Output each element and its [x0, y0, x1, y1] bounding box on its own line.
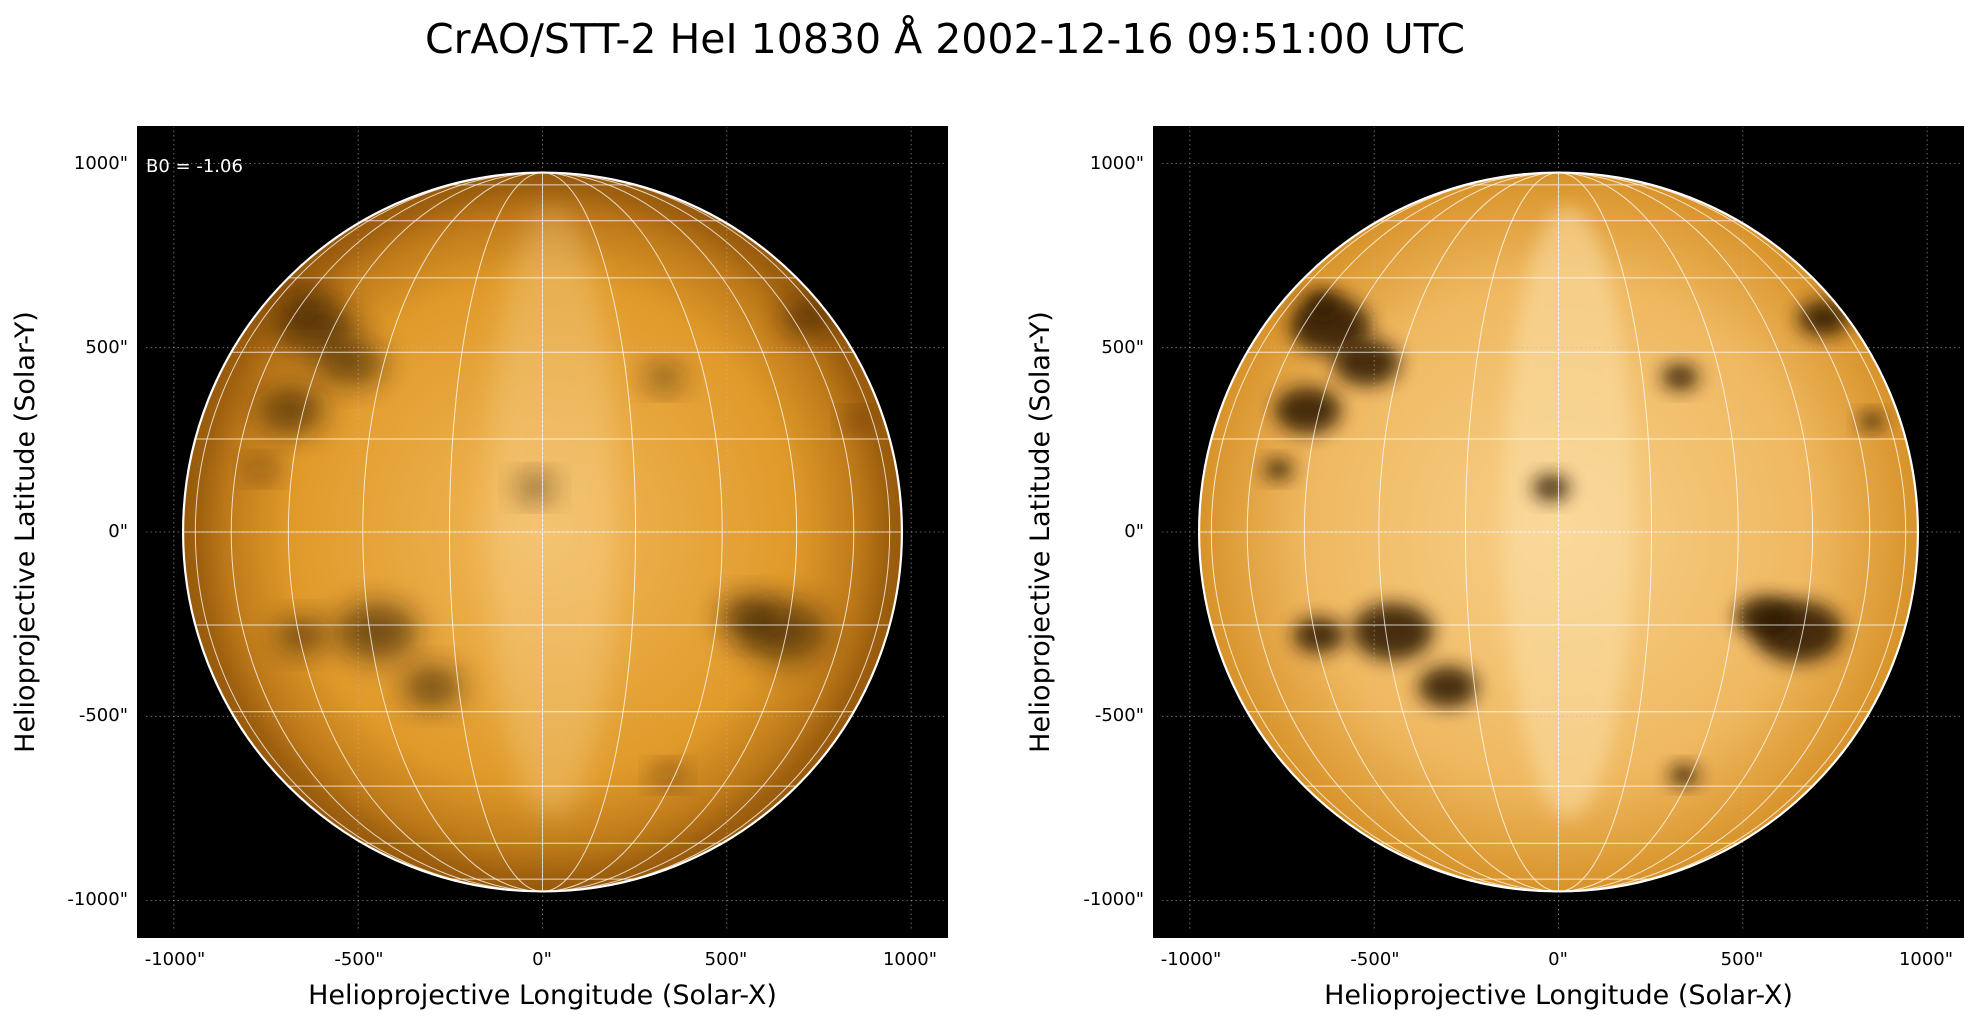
left-ytick: 500" [85, 337, 128, 358]
axes-frame [1153, 126, 1964, 938]
longitude-line [230, 172, 543, 892]
right-solar-svg [1153, 126, 1964, 938]
left-xtick: 0" [532, 949, 552, 970]
dark-filament [516, 474, 554, 501]
dark-filament [1352, 603, 1434, 660]
dark-filament [1333, 339, 1400, 386]
longitude-line [1464, 172, 1559, 892]
right-xtick: -500" [1350, 949, 1400, 970]
right-ytick: -1000" [1083, 889, 1144, 910]
right-xtick: 500" [1720, 949, 1764, 970]
left-xtick: -1000" [144, 949, 206, 970]
right-ytick: -500" [1094, 705, 1144, 726]
dark-filament [1274, 387, 1342, 434]
dark-filament [1293, 617, 1345, 654]
right-ytick: 500" [1101, 337, 1144, 358]
left-xtick: -500" [334, 949, 384, 970]
left-ytick: 1000" [73, 153, 128, 174]
longitude-line [1246, 172, 1559, 892]
dark-filament [402, 666, 462, 708]
b0-annotation: B0 = -1.06 [146, 156, 243, 177]
dark-filament [1735, 596, 1795, 638]
dark-filament [1263, 459, 1294, 480]
right-ylabel: Helioprojective Latitude (Solar-Y) [1025, 311, 1056, 753]
dark-filament [653, 764, 683, 786]
right-xtick: 0" [1548, 949, 1568, 970]
left-ytick: -1000" [67, 889, 128, 910]
dark-filament [317, 339, 384, 386]
dark-filament [247, 459, 278, 480]
longitude-line [1303, 172, 1559, 892]
left-solar-svg [137, 126, 948, 938]
dark-filament [1532, 474, 1570, 501]
left-ytick: 0" [108, 521, 128, 542]
right-xtick: -1000" [1160, 949, 1222, 970]
left-solar-image-panel [137, 126, 948, 938]
dark-filament [258, 387, 326, 434]
longitude-line [1210, 172, 1559, 892]
dark-filament [1798, 300, 1850, 337]
dark-filament [1418, 666, 1478, 708]
right-solar-image-panel [1153, 126, 1964, 938]
dark-filament [1304, 290, 1342, 317]
dark-filament [277, 617, 329, 654]
dark-filament [336, 603, 418, 660]
longitude-line [194, 172, 543, 892]
dark-filament [842, 412, 869, 431]
longitude-line [287, 172, 543, 892]
dark-filament [645, 364, 683, 391]
bright-band [487, 206, 618, 818]
dark-filament [1661, 364, 1699, 391]
left-xtick: 1000" [882, 949, 938, 970]
right-ytick: 1000" [1089, 153, 1144, 174]
longitude-line [542, 172, 798, 892]
figure-title: CrAO/STT-2 HeI 10830 Å 2002-12-16 09:51:… [425, 15, 1465, 63]
left-xtick: 500" [704, 949, 748, 970]
longitude-line [1558, 172, 1653, 892]
right-xtick: 1000" [1898, 949, 1954, 970]
left-ytick: -500" [78, 705, 128, 726]
right-ytick: 0" [1124, 521, 1144, 542]
axes-frame [137, 126, 948, 938]
left-xlabel: Helioprojective Longitude (Solar-X) [308, 980, 777, 1011]
bright-band [1503, 206, 1634, 818]
longitude-line [448, 172, 543, 892]
dark-filament [1858, 412, 1885, 431]
right-xlabel: Helioprojective Longitude (Solar-X) [1324, 980, 1793, 1011]
longitude-line [1558, 172, 1814, 892]
dark-filament [1669, 764, 1699, 786]
dark-filament [719, 596, 779, 638]
longitude-line [542, 172, 637, 892]
